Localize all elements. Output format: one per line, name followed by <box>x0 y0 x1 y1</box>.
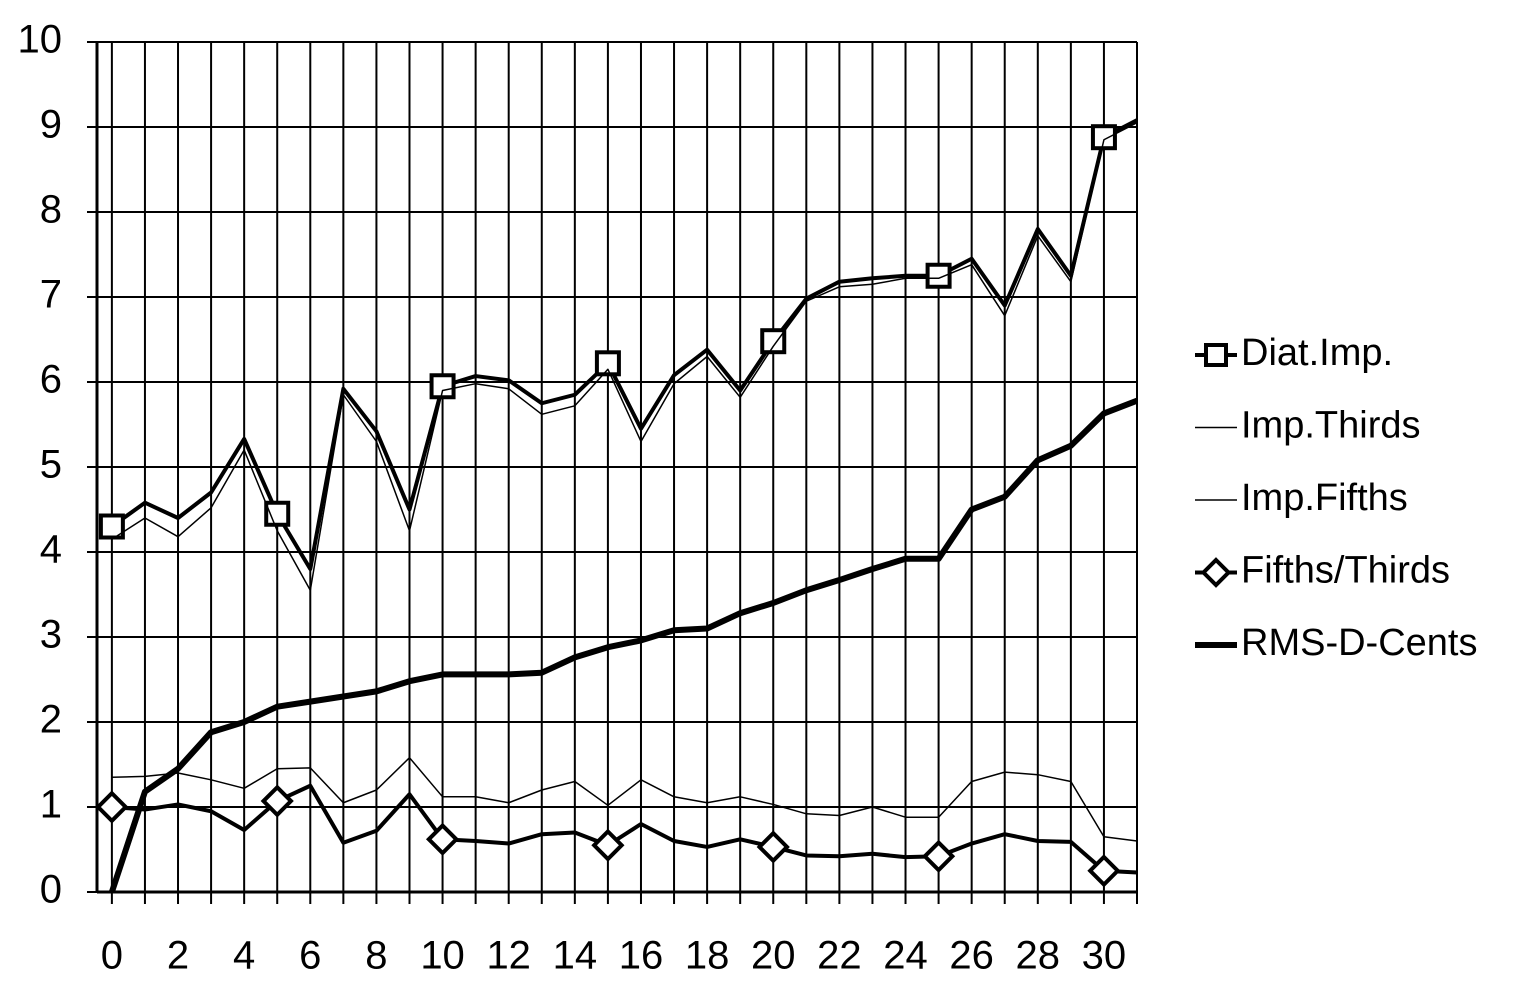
x-tick-label: 2 <box>167 934 189 978</box>
y-tick-label: 8 <box>40 188 62 232</box>
marker <box>925 262 952 289</box>
legend-label: RMS-D-Cents <box>1241 622 1477 664</box>
x-tick-label: 24 <box>883 934 928 978</box>
x-tick-label: 30 <box>1082 934 1127 978</box>
y-tick-label: 5 <box>40 443 62 487</box>
marker <box>1090 124 1117 151</box>
x-tick-label: 20 <box>751 934 796 978</box>
marker <box>98 513 125 540</box>
x-tick-label: 8 <box>365 934 387 978</box>
x-tick-label: 16 <box>619 934 664 978</box>
legend-label: Imp.Fifths <box>1241 477 1408 519</box>
x-tick-label: 12 <box>486 934 531 978</box>
x-tick-label: 26 <box>949 934 994 978</box>
y-tick-label: 0 <box>40 868 62 912</box>
marker <box>756 830 790 864</box>
legend-label: Fifths/Thirds <box>1241 550 1450 592</box>
legend-label: Diat.Imp. <box>1241 332 1393 374</box>
y-tick-label: 10 <box>18 18 63 62</box>
x-tick-label: 4 <box>233 934 255 978</box>
marker <box>922 839 956 873</box>
y-tick-label: 6 <box>40 358 62 402</box>
legend-marker <box>1200 557 1232 588</box>
x-tick-label: 10 <box>420 934 465 978</box>
series-line <box>109 397 1139 893</box>
x-tick-label: 0 <box>101 934 123 978</box>
series-line <box>111 122 1138 591</box>
marker <box>429 373 456 400</box>
y-tick-label: 3 <box>40 613 62 657</box>
y-tick-label: 9 <box>40 103 62 147</box>
marker <box>594 350 621 377</box>
marker <box>260 784 294 818</box>
marker <box>425 822 460 856</box>
marker <box>1087 854 1121 888</box>
legend-label: Imp.Thirds <box>1241 405 1420 447</box>
y-tick-label: 1 <box>40 783 62 827</box>
y-tick-label: 4 <box>40 528 62 572</box>
legend-marker <box>1204 343 1228 367</box>
y-tick-label: 2 <box>40 698 62 742</box>
marker <box>760 328 787 355</box>
x-tick-label: 6 <box>299 934 321 978</box>
marker <box>95 790 129 824</box>
x-tick-label: 14 <box>553 934 598 978</box>
x-tick-label: 28 <box>1016 934 1061 978</box>
series-line <box>111 756 1138 842</box>
marker <box>591 828 625 862</box>
x-tick-label: 18 <box>685 934 730 978</box>
x-tick-label: 22 <box>817 934 862 978</box>
y-tick-label: 7 <box>40 273 62 317</box>
